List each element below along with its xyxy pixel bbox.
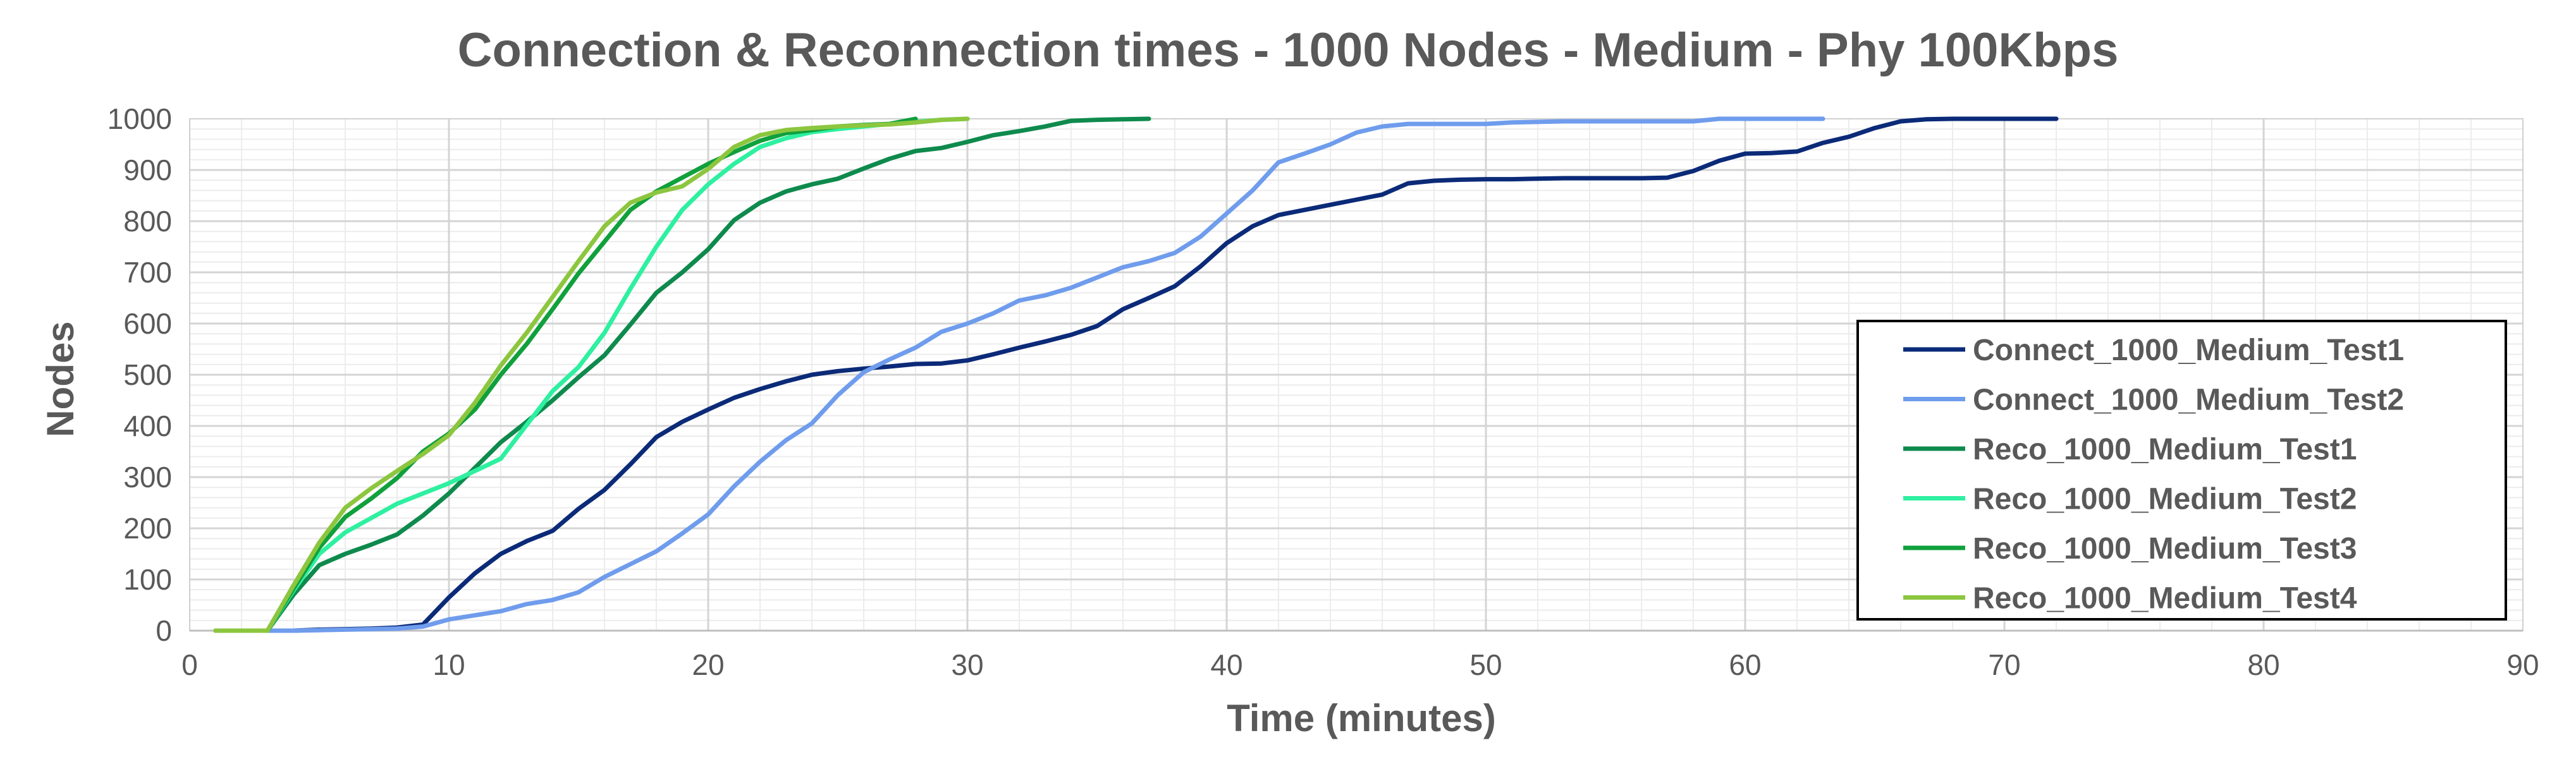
y-tick-label: 800 <box>123 205 172 238</box>
chart-title: Connection & Reconnection times - 1000 N… <box>458 23 2119 77</box>
x-tick-label: 10 <box>432 648 465 681</box>
y-tick-label: 0 <box>156 614 172 647</box>
y-tick-label: 400 <box>123 409 172 442</box>
series-line-4 <box>213 116 970 633</box>
y-tick-label: 1000 <box>107 102 172 135</box>
x-tick-label: 20 <box>692 648 724 681</box>
x-tick-label: 70 <box>1988 648 2020 681</box>
series-lines <box>213 116 2059 633</box>
y-tick-label: 200 <box>123 512 172 545</box>
x-tick-label: 0 <box>181 648 198 681</box>
y-tick-label: 900 <box>123 154 172 186</box>
series-line-3 <box>213 116 1151 633</box>
series-line-2 <box>213 116 1825 633</box>
y-axis-tick-labels: 0 100 200 300 400 500 600 700 800 900 1000 <box>107 102 172 647</box>
y-axis-title: Nodes <box>39 321 82 437</box>
legend-label: Connect_1000_Medium_Test1 <box>1973 334 2404 367</box>
legend: Connect_1000_Medium_Test1 Connect_1000_Me… <box>1856 320 2507 621</box>
legend-label: Reco_1000_Medium_Test4 <box>1973 582 2357 615</box>
y-tick-label: 600 <box>123 307 172 340</box>
series-line-1 <box>213 116 2059 633</box>
series-line-6 <box>213 116 970 633</box>
legend-label: Reco_1000_Medium_Test2 <box>1973 483 2357 516</box>
x-axis-title: Time (minutes) <box>1227 697 1496 739</box>
legend-label: Reco_1000_Medium_Test3 <box>1973 532 2357 566</box>
y-tick-label: 700 <box>123 256 172 289</box>
legend-label: Connect_1000_Medium_Test2 <box>1973 384 2404 417</box>
y-tick-label: 500 <box>123 358 172 391</box>
x-tick-label: 90 <box>2506 648 2539 681</box>
x-tick-label: 40 <box>1210 648 1242 681</box>
y-tick-label: 100 <box>123 563 172 596</box>
series-line-5 <box>213 116 918 633</box>
legend-box <box>1856 320 2507 621</box>
x-tick-label: 30 <box>951 648 983 681</box>
x-axis-tick-labels: 0 10 20 30 40 50 60 70 80 90 <box>181 648 2539 681</box>
y-tick-label: 300 <box>123 461 172 494</box>
x-tick-label: 50 <box>1469 648 1502 681</box>
x-tick-label: 80 <box>2247 648 2279 681</box>
x-tick-label: 60 <box>1729 648 1761 681</box>
legend-label: Reco_1000_Medium_Test1 <box>1973 433 2357 466</box>
